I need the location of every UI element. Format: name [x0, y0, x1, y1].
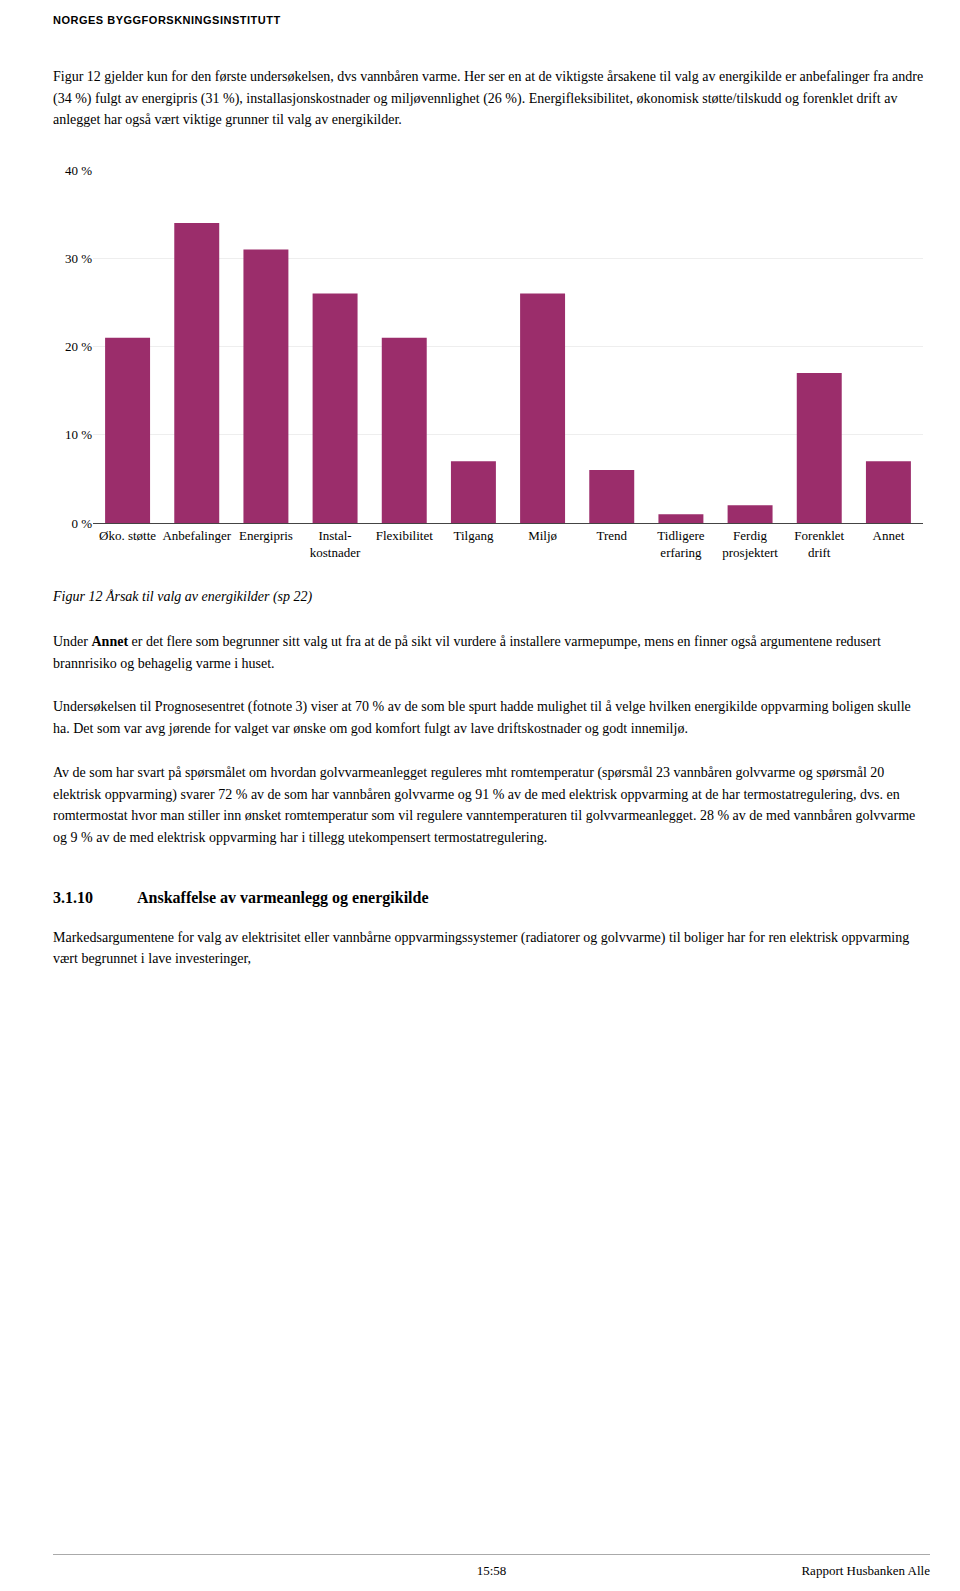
html-text:Markedsargumentene for valg av: Markedsargumentene for valg av elektrisi… — [53, 929, 910, 967]
html-text:3.1.10: 3.1.10 — [53, 888, 93, 906]
html-text:Anskaffelse av varmeanlegg og: Anskaffelse av varmeanlegg og energikild… — [137, 888, 429, 906]
html-text:Figur 12 gjelder kun for den f: Figur 12 gjelder kun for den første unde… — [53, 69, 924, 128]
svg-text:Trend: Trend — [596, 528, 627, 543]
svg-text:0 %: 0 % — [71, 516, 92, 531]
svg-text:40 %: 40 % — [65, 163, 92, 178]
svg-text:Instal-kostnader: Instal-kostnader — [310, 528, 361, 560]
svg-text:Tidligereerfaring: Tidligereerfaring — [657, 528, 704, 560]
svg-text:Øko. støtte: Øko. støtte — [99, 528, 156, 543]
svg-text:Tilgang: Tilgang — [453, 528, 493, 543]
html-text:NORGES BYGGFORSKNINGSINSTITUTT: NORGES BYGGFORSKNINGSINSTITUTT — [53, 14, 281, 26]
html-text:Rapport Husbanken Alle: Rapport Husbanken Alle — [801, 1563, 930, 1578]
svg-text:Ferdigprosjektert: Ferdigprosjektert — [722, 528, 778, 560]
svg-text:10 %: 10 % — [65, 427, 92, 442]
svg-text:Anbefalinger: Anbefalinger — [162, 528, 231, 543]
svg-text:Energipris: Energipris — [239, 528, 293, 543]
svg-text:Forenkletdrift: Forenkletdrift — [794, 528, 844, 560]
html-text:Av de som har svart på spørsmå: Av de som har svart på spørsmålet om hvo… — [53, 764, 916, 845]
svg-text:Miljø: Miljø — [528, 528, 557, 543]
html-text:15:58: 15:58 — [476, 1563, 507, 1578]
html-text:Figur 12 Årsak til valg av ene: Figur 12 Årsak til valg av energikilder … — [53, 589, 313, 605]
html-text:Under Annet er det flere som b: Under Annet er det flere som begrunner s… — [53, 634, 885, 671]
svg-text:30 %: 30 % — [65, 251, 92, 266]
html-text:Undersøkelsen til Prognosesent: Undersøkelsen til Prognosesentret (fotno… — [53, 699, 911, 737]
svg-text:Flexibilitet: Flexibilitet — [376, 528, 433, 543]
svg-text:20 %: 20 % — [65, 339, 92, 354]
svg-text:Annet: Annet — [873, 528, 905, 543]
